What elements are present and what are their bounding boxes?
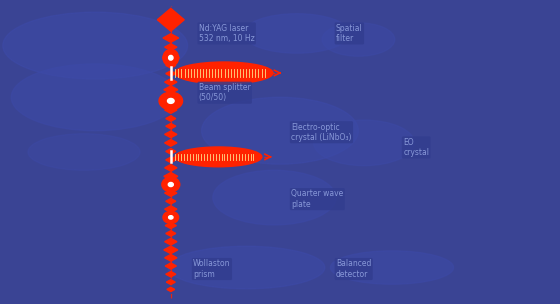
Polygon shape [164,213,178,222]
Ellipse shape [244,14,350,53]
Ellipse shape [202,97,358,164]
Ellipse shape [322,23,395,56]
Ellipse shape [314,120,414,166]
Polygon shape [165,223,176,229]
Polygon shape [166,116,176,121]
Ellipse shape [175,62,273,84]
Ellipse shape [169,216,173,219]
Polygon shape [165,164,177,171]
Polygon shape [166,157,176,163]
Polygon shape [164,86,178,94]
Text: Quarter wave
plate: Quarter wave plate [291,189,343,209]
Polygon shape [165,206,177,212]
Polygon shape [162,52,179,64]
Ellipse shape [169,55,173,60]
Ellipse shape [3,12,188,79]
Text: Nd:YAG laser
532 nm, 10 Hz: Nd:YAG laser 532 nm, 10 Hz [199,24,255,43]
Polygon shape [164,173,178,180]
Polygon shape [166,123,176,129]
Polygon shape [166,271,176,277]
Polygon shape [163,34,179,42]
Ellipse shape [175,147,262,167]
Polygon shape [165,44,177,50]
Ellipse shape [163,211,179,223]
Text: Electro-optic
crystal (LiNbO₃): Electro-optic crystal (LiNbO₃) [291,123,352,142]
Ellipse shape [162,177,180,192]
Polygon shape [157,9,184,31]
Polygon shape [165,254,177,261]
Polygon shape [166,71,176,76]
Text: Wollaston
prism: Wollaston prism [193,259,231,279]
Text: Balanced
detector: Balanced detector [336,259,371,279]
Polygon shape [165,190,177,196]
Text: EO
crystal: EO crystal [403,138,429,157]
Polygon shape [166,63,176,68]
Polygon shape [165,263,176,269]
Ellipse shape [167,98,174,103]
Polygon shape [165,238,177,245]
Polygon shape [165,79,177,85]
Polygon shape [166,199,176,204]
Polygon shape [166,280,175,285]
Ellipse shape [11,64,179,131]
Polygon shape [165,131,177,138]
Ellipse shape [159,92,183,110]
Text: Spatial
filter: Spatial filter [336,24,363,43]
Text: Beam splitter
(50/50): Beam splitter (50/50) [199,83,250,102]
Ellipse shape [330,251,454,284]
Polygon shape [164,246,178,254]
Polygon shape [167,287,175,292]
Ellipse shape [213,170,336,225]
Ellipse shape [163,49,179,66]
Ellipse shape [168,246,325,289]
Polygon shape [166,149,176,154]
Ellipse shape [169,182,173,187]
Ellipse shape [28,134,140,170]
Polygon shape [162,178,179,191]
Polygon shape [165,140,177,146]
Polygon shape [160,92,182,109]
Polygon shape [166,231,176,236]
Polygon shape [165,107,177,113]
